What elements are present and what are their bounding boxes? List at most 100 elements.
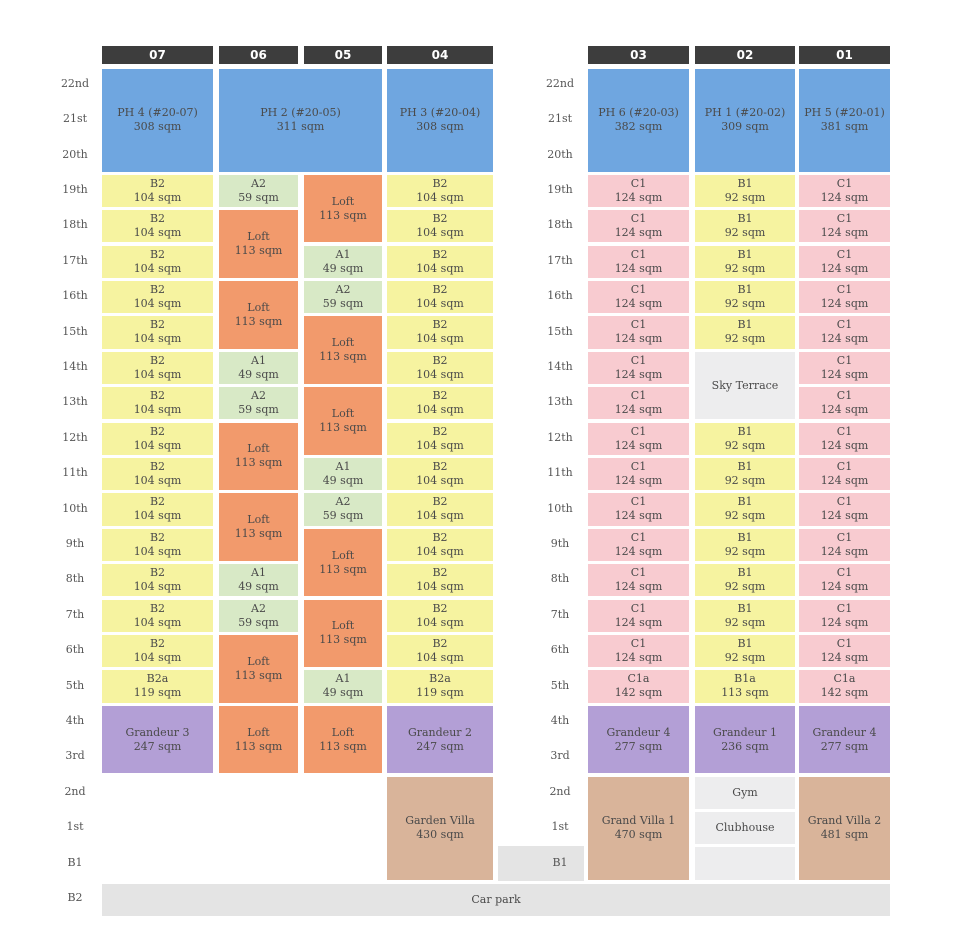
unit-name: B2 (432, 176, 448, 190)
unit-area: 59 sqm (238, 615, 279, 629)
unit-name: Grandeur 2 (407, 725, 473, 739)
unit-b1-stack-02: B1 92 sqm (695, 316, 795, 349)
unit-loft-stack-06: Loft 113 sqm (219, 705, 298, 774)
unit-name: C1 (630, 318, 647, 332)
unit-c1-stack-01: C1 124 sqm (799, 493, 890, 526)
unit-area: 104 sqm (133, 474, 182, 488)
unit-a2-stack-06: A2 59 sqm (219, 387, 298, 420)
unit-name: Clubhouse (715, 821, 775, 835)
unit-loft-stack-05: Loft 113 sqm (304, 316, 382, 385)
floor-label-11th: 11th (547, 466, 573, 480)
unit-area: 92 sqm (724, 509, 766, 523)
unit-area: 277 sqm (820, 739, 869, 753)
floor-label-19th: 19th (62, 182, 88, 196)
unit-area: 104 sqm (133, 544, 182, 558)
floor-label-5th: 5th (65, 678, 85, 692)
floor-label-7th: 7th (550, 607, 570, 621)
stack-header-04: 04 (387, 46, 493, 64)
unit-loft-stack-06: Loft 113 sqm (219, 493, 298, 562)
unit-area: 124 sqm (820, 261, 869, 275)
unit-area: 124 sqm (614, 190, 663, 204)
unit-b2-stack-04: B2 104 sqm (387, 245, 493, 278)
unit-area: 119 sqm (416, 686, 464, 700)
unit-area: 104 sqm (133, 580, 182, 594)
unit-area: 124 sqm (820, 651, 869, 665)
unit-name: B1 (737, 176, 753, 190)
unit-area: 481 sqm (820, 828, 869, 842)
unit-c1-stack-01: C1 124 sqm (799, 387, 890, 420)
unit-area: 92 sqm (724, 226, 766, 240)
unit-name: Grand Villa 2 (807, 814, 882, 828)
unit-area: 92 sqm (724, 261, 766, 275)
unit-area: 124 sqm (820, 580, 869, 594)
unit-name: A2 (335, 495, 351, 509)
unit-area: 104 sqm (416, 651, 464, 665)
unit-name: PH 1 (#20-02) (704, 106, 786, 120)
unit-name: A1 (251, 353, 266, 367)
unit-name: B2 (432, 318, 448, 332)
unit-name: B2 (432, 424, 448, 438)
unit-name: B2 (149, 460, 166, 474)
unit-b1-stack-02: B1 92 sqm (695, 422, 795, 455)
unit-area: 104 sqm (133, 651, 182, 665)
unit-b2-stack-04: B2 104 sqm (387, 351, 493, 385)
unit-name: C1 (630, 530, 647, 544)
unit-name: C1 (836, 495, 853, 509)
unit-name: A2 (251, 389, 266, 403)
unit-b2a-stack-04: B2a 119 sqm (387, 670, 493, 703)
unit-c1-stack-01: C1 124 sqm (799, 457, 890, 491)
unit-area: 104 sqm (416, 474, 464, 488)
stack-header-02: 02 (695, 46, 795, 64)
unit-name: B2 (149, 424, 166, 438)
unit-area: 104 sqm (416, 580, 464, 594)
unit-grandeur-3-stack-07: Grandeur 3 247 sqm (102, 705, 213, 774)
unit-name: B2 (149, 601, 166, 615)
unit-area: 59 sqm (238, 403, 279, 417)
floor-label-8th: 8th (65, 572, 85, 586)
unit-name: A1 (335, 672, 351, 686)
unit-a1-stack-05: A1 49 sqm (304, 670, 382, 703)
unit-area: 104 sqm (416, 544, 464, 558)
floor-label-17th: 17th (62, 253, 88, 267)
unit-area: 59 sqm (322, 509, 364, 523)
unit-name: C1 (836, 637, 853, 651)
unit-area: 142 sqm (614, 686, 663, 700)
unit-area: 124 sqm (614, 297, 663, 311)
unit-b2-stack-07: B2 104 sqm (102, 528, 213, 562)
unit-garden-villa-stack-04: Garden Villa 430 sqm (387, 776, 493, 880)
unit-ph-6-20-03-stack-03: PH 6 (#20-03) 382 sqm (588, 68, 689, 172)
unit-name: Grandeur 4 (606, 725, 671, 739)
unit-name: B2 (149, 247, 166, 261)
unit-b2-stack-07: B2 104 sqm (102, 634, 213, 668)
unit-c1-stack-03: C1 124 sqm (588, 280, 689, 314)
unit-c1-stack-03: C1 124 sqm (588, 316, 689, 349)
unit-a2-stack-05: A2 59 sqm (304, 280, 382, 314)
unit-name: B1 (737, 637, 753, 651)
unit-a1-stack-05: A1 49 sqm (304, 245, 382, 278)
unit-area: 49 sqm (322, 261, 364, 275)
unit-area: 311 sqm (276, 120, 325, 134)
unit-area: 92 sqm (724, 651, 766, 665)
unit-c1-stack-03: C1 124 sqm (588, 174, 689, 208)
unit-c1-stack-01: C1 124 sqm (799, 174, 890, 208)
unit-name: A2 (251, 176, 266, 190)
stack-header-05: 05 (304, 46, 382, 64)
unit-name: Loft (247, 725, 270, 739)
unit-area: 124 sqm (614, 615, 663, 629)
unit-area: 124 sqm (820, 403, 869, 417)
unit-area: 124 sqm (820, 438, 869, 452)
unit-area: 92 sqm (724, 580, 766, 594)
unit-name: Garden Villa (405, 814, 475, 828)
unit-area: 113 sqm (319, 208, 367, 222)
unit-name: Sky Terrace (711, 378, 779, 392)
unit-name: C1 (630, 601, 647, 615)
unit-c1-stack-01: C1 124 sqm (799, 599, 890, 632)
unit-a2-stack-06: A2 59 sqm (219, 599, 298, 632)
unit-c1-stack-03: C1 124 sqm (588, 245, 689, 278)
unit-c1-stack-01: C1 124 sqm (799, 316, 890, 349)
unit-area: 470 sqm (614, 828, 663, 842)
unit-area: 119 sqm (133, 686, 182, 700)
unit-area: 124 sqm (614, 403, 663, 417)
unit-area: 113 sqm (721, 686, 769, 700)
unit-name: C1 (836, 530, 853, 544)
